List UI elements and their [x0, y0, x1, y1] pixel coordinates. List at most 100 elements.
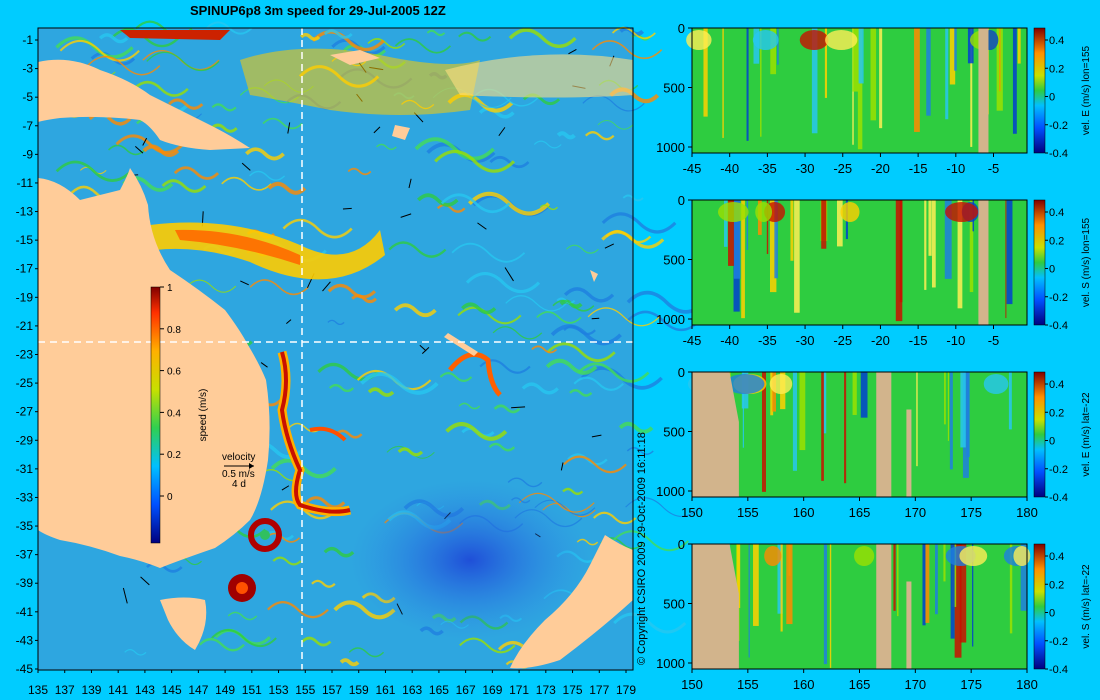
speed-colorbar-tick-label: 0.8	[167, 325, 181, 336]
current-swirl	[626, 446, 654, 455]
fiji	[590, 270, 598, 282]
current-swirl	[305, 496, 346, 509]
section-stripe	[786, 544, 793, 625]
map-lat-label: -31	[16, 462, 34, 476]
section-x-label: 155	[737, 677, 759, 692]
current-swirl	[86, 55, 161, 76]
section-x-label: 180	[1016, 505, 1038, 520]
section-surface-feature	[752, 30, 779, 50]
section-stripe	[836, 200, 843, 247]
section-panel-1: 0 500 1000 -45 -40 -35 -30 -25 -20 -15 -10 -5 0.4 0.2…	[656, 21, 1092, 176]
eddy-current-east	[448, 351, 502, 397]
speed-colorbar-tick-label: 0.2	[167, 450, 181, 461]
section-x-label: 180	[1016, 677, 1038, 692]
section-land	[692, 372, 739, 497]
section-surface-feature	[769, 374, 793, 394]
section-colorbar-label: 0.2	[1049, 63, 1064, 75]
section-colorbar-label: 0	[1049, 264, 1055, 276]
current-swirl	[328, 383, 355, 393]
velocity-vector	[140, 576, 150, 586]
section-stripe	[895, 200, 903, 322]
section-stripe	[944, 372, 946, 425]
section-colorbar-label: -0.4	[1049, 664, 1068, 676]
section-stripe	[962, 372, 969, 478]
current-swirl	[327, 283, 377, 299]
current-swirl	[457, 306, 522, 325]
section-panel-2: 0 500 1000 -45 -40 -35 -30 -25 -20 -15 -10 -5 0.4 0.2…	[656, 193, 1092, 348]
map-lat-label: -1	[22, 33, 33, 47]
map-lon-label: 159	[349, 683, 369, 697]
section-x-label: 170	[904, 505, 926, 520]
current-swirl	[536, 311, 582, 324]
map-lon-label: 135	[28, 683, 48, 697]
map-frame	[37, 27, 634, 671]
section-stripe	[733, 200, 741, 279]
section-x-label: -45	[683, 333, 702, 348]
velocity-vector	[591, 434, 602, 438]
section-ylabel: vel. E (m/s) lat=-22	[1081, 392, 1092, 477]
map-lon-label: 149	[215, 683, 235, 697]
current-swirl	[488, 442, 516, 452]
section-stripe	[790, 200, 794, 261]
section-stripe	[949, 28, 956, 85]
current-swirl	[267, 181, 307, 195]
current-swirl	[556, 131, 576, 140]
section-stripe	[799, 372, 806, 451]
velocity-key-arrowhead	[249, 463, 254, 469]
section-y-label: 0	[678, 365, 685, 380]
velocity-key-period: 4 d	[232, 479, 246, 490]
current-swirl	[439, 372, 473, 382]
current-swirl	[360, 371, 439, 395]
current-swirl	[611, 26, 656, 40]
section-x-label: -30	[796, 333, 815, 348]
section-stripe	[947, 372, 950, 441]
speed-colorbar-ticks: 1 0.8 0.6 0.4 0.2 0	[160, 283, 181, 503]
section-stripe	[1009, 544, 1013, 634]
section-y-label: 500	[663, 253, 685, 268]
map-lon-label: 139	[81, 683, 101, 697]
section-stripe	[852, 372, 857, 415]
current-swirl	[347, 167, 372, 176]
section-surface-feature	[840, 202, 860, 222]
section-stripe	[943, 544, 946, 582]
map-lat-label: -3	[22, 62, 33, 76]
section-colorbar-label: 0.4	[1049, 379, 1064, 391]
section-colorbar-label: 0.4	[1049, 551, 1064, 563]
map-lon-label: 143	[135, 683, 155, 697]
velocity-key-speed: 0.5 m/s	[222, 469, 255, 480]
section-stripe	[954, 544, 962, 658]
map-lon-label: 171	[509, 683, 529, 697]
current-swirl	[348, 647, 385, 658]
section-stripe	[1020, 544, 1027, 611]
section-stripe	[925, 544, 930, 623]
current-swirl	[461, 302, 497, 315]
current-swirl	[612, 530, 689, 552]
current-swirl	[562, 487, 584, 496]
current-swirl	[55, 160, 132, 182]
current-swirl	[445, 422, 508, 441]
current-swirl	[426, 29, 446, 37]
section-x-label: -25	[833, 333, 852, 348]
current-swirl	[124, 649, 147, 656]
section-x-label: -5	[988, 161, 1000, 176]
current-swirl	[311, 579, 336, 588]
section-stripe	[770, 372, 774, 416]
current-swirl	[563, 455, 627, 474]
section-stripe	[967, 28, 974, 64]
current-swirl	[569, 389, 593, 397]
section-stripe	[811, 28, 818, 134]
section-land	[906, 581, 912, 669]
velocity-vector	[322, 281, 331, 292]
current-swirl	[168, 98, 204, 110]
map-lon-label: 157	[322, 683, 342, 697]
current-swirl	[99, 33, 129, 44]
velocity-vector	[604, 243, 614, 249]
current-swirl	[434, 149, 516, 173]
section-colorbar-label: 0.2	[1049, 407, 1064, 419]
section-stripe	[766, 200, 769, 254]
map-lon-label: 163	[402, 683, 422, 697]
map-axes: -1 -3 -5 -7 -9 -11 -13 -15 -17 -19 -21 -23 -25 -27 -29…	[16, 33, 637, 697]
velocity-vector	[134, 146, 144, 154]
current-swirl	[108, 144, 146, 156]
current-swirl	[198, 637, 245, 652]
